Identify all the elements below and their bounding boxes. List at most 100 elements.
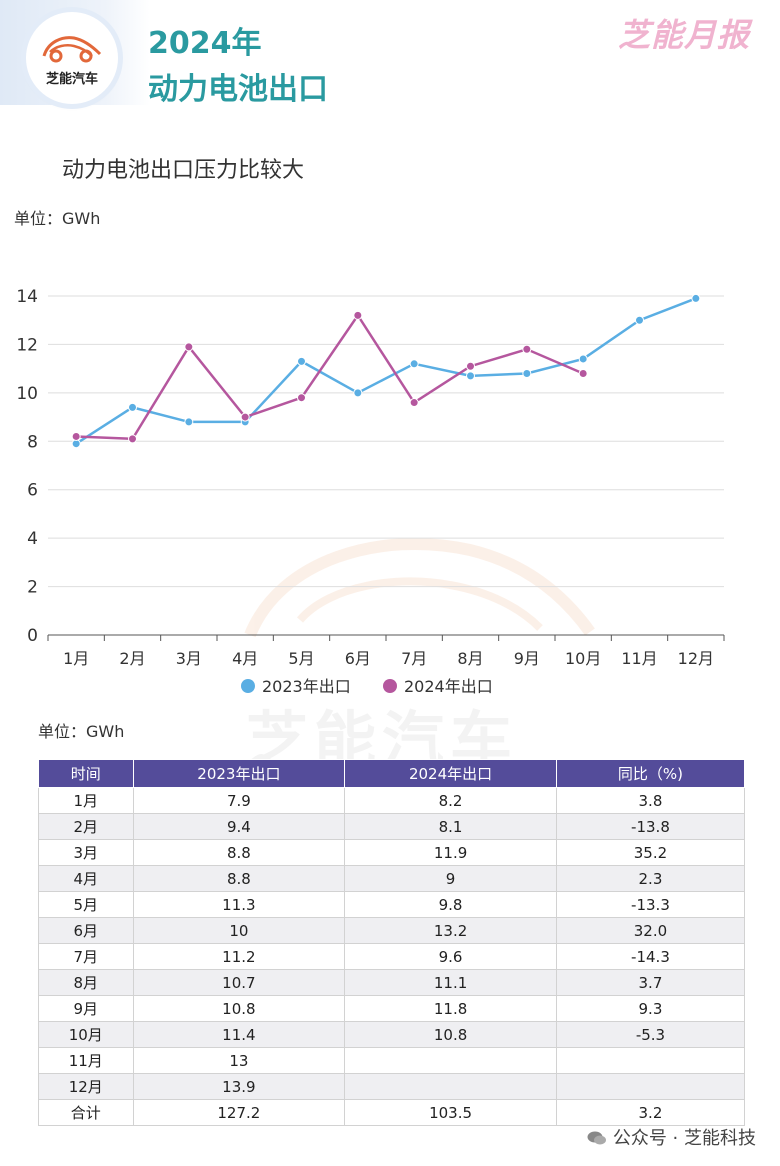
table-cell: 103.5: [344, 1099, 557, 1126]
table-cell: 11.1: [344, 969, 557, 996]
table-row: 11月 13: [38, 1047, 746, 1074]
table-row: 6月 10 13.2 32.0: [38, 917, 746, 944]
table-row: 9月 10.8 11.8 9.3: [38, 995, 746, 1022]
table-row: 8月 10.7 11.1 3.7: [38, 969, 746, 996]
table-cell: -13.8: [555, 813, 746, 840]
series-1: [71, 293, 701, 449]
data-point: [578, 368, 588, 378]
table-cell: 11月: [38, 1047, 134, 1074]
table-header-cell: 同比（%): [555, 759, 746, 788]
watermark-car-icon: [244, 538, 595, 638]
y-tick-label: 14: [16, 287, 38, 307]
legend-label: 2024年出口: [404, 677, 493, 696]
table-cell: 127.2: [132, 1099, 346, 1126]
page-title-year: 2024年: [148, 26, 262, 61]
table-cell: -13.3: [555, 891, 746, 918]
table-row: 10月 11.4 10.8 -5.3: [38, 1021, 746, 1048]
legend-marker: [383, 679, 397, 693]
x-tick-label: 9月: [514, 649, 540, 668]
table-header-cell: 2023年出口: [132, 759, 346, 788]
table-unit-label: 单位：GWh: [38, 722, 125, 741]
table-cell: [555, 1073, 746, 1100]
x-tick-label: 8月: [457, 649, 483, 668]
chart-title: 动力电池出口压力比较大: [62, 158, 305, 183]
x-tick-label: 7月: [401, 649, 427, 668]
table-cell: 8月: [38, 969, 134, 996]
table-cell: 6月: [38, 917, 134, 944]
data-point: [691, 293, 701, 303]
series-2: [71, 310, 588, 444]
y-tick-label: 6: [27, 481, 38, 501]
table-cell: 2月: [38, 813, 134, 840]
table-cell: 3.8: [555, 787, 746, 814]
table-cell: 10: [132, 917, 346, 944]
data-point: [128, 402, 137, 412]
data-table: 时间 2023年出口 2024年出口 同比（%) 1月 7.9 8.2 3.8 2月 9.…: [38, 759, 746, 1126]
table-cell: 9.4: [132, 813, 346, 840]
table-cell: 11.8: [344, 995, 557, 1022]
table-cell: 10.8: [344, 1021, 557, 1048]
legend-marker: [241, 679, 255, 693]
y-tick-label: 12: [16, 335, 38, 355]
table-row: 1月 7.9 8.2 3.8: [38, 787, 746, 814]
table-header-cell: 2024年出口: [344, 759, 557, 788]
x-tick-label: 4月: [232, 649, 258, 668]
y-tick-label: 10: [16, 384, 38, 404]
table-row: 3月 8.8 11.9 35.2: [38, 839, 746, 866]
table-cell: 13: [132, 1047, 346, 1074]
table-row: 4月 8.8 9 2.3: [38, 865, 746, 892]
table-cell: 8.8: [132, 865, 346, 892]
table-cell: 3月: [38, 839, 134, 866]
data-point: [409, 398, 419, 408]
data-point: [240, 412, 250, 422]
x-tick-label: 1月: [63, 649, 89, 668]
data-point: [353, 310, 363, 320]
data-point: [466, 371, 475, 381]
table-cell: 5月: [38, 891, 134, 918]
table-cell: 9.6: [344, 943, 557, 970]
car-logo-icon: [42, 36, 102, 63]
table-cell: -14.3: [555, 943, 746, 970]
data-point: [466, 361, 475, 371]
page-title: 动力电池出口: [148, 72, 328, 107]
x-tick-label: 3月: [176, 649, 202, 668]
wechat-icon: [587, 1131, 606, 1145]
table-cell: 13.9: [132, 1073, 346, 1100]
x-tick-label: 11月: [621, 649, 657, 668]
data-point: [297, 356, 306, 366]
x-tick-label: 10月: [565, 649, 601, 668]
table-cell: [555, 1047, 746, 1074]
table-cell: 3.7: [555, 969, 746, 996]
table-cell: 9月: [38, 995, 134, 1022]
x-tick-label: 12月: [678, 649, 714, 668]
y-tick-label: 8: [27, 432, 38, 452]
chart-unit-label: 单位：GWh: [14, 209, 101, 228]
data-point: [184, 342, 194, 352]
data-point: [353, 388, 363, 398]
table-cell: 3.2: [555, 1099, 746, 1126]
table-header-row: 时间 2023年出口 2024年出口 同比（%): [38, 759, 746, 788]
table-cell: 合计: [38, 1099, 134, 1126]
table-row: 2月 9.4 8.1 -13.8: [38, 813, 746, 840]
table-cell: 2.3: [555, 865, 746, 892]
table-cell: -5.3: [555, 1021, 746, 1048]
table-cell: 11.3: [132, 891, 346, 918]
x-tick-label: 6月: [345, 649, 371, 668]
table-cell: 9: [344, 865, 557, 892]
table-cell: 9.3: [555, 995, 746, 1022]
series-line: [75, 297, 697, 445]
table-cell: 11.9: [344, 839, 557, 866]
table-cell: [344, 1073, 557, 1100]
table-cell: 10.8: [132, 995, 346, 1022]
data-point: [297, 393, 306, 403]
table-cell: 9.8: [344, 891, 557, 918]
table-cell: 11.2: [132, 943, 346, 970]
line-chart: 0 2 4 6 8 10 12 14 1月 2月 3月 4月 5月 6月 7月 8月 9月 10月 11月 12月 2…: [16, 287, 725, 696]
table-cell: 35.2: [555, 839, 746, 866]
table-cell: 13.2: [344, 917, 557, 944]
logo-text: 芝能汽车: [45, 72, 98, 87]
table-cell: 10月: [38, 1021, 134, 1048]
y-tick-label: 2: [27, 578, 38, 598]
table-cell: [344, 1047, 557, 1074]
table-cell: 7月: [38, 943, 134, 970]
